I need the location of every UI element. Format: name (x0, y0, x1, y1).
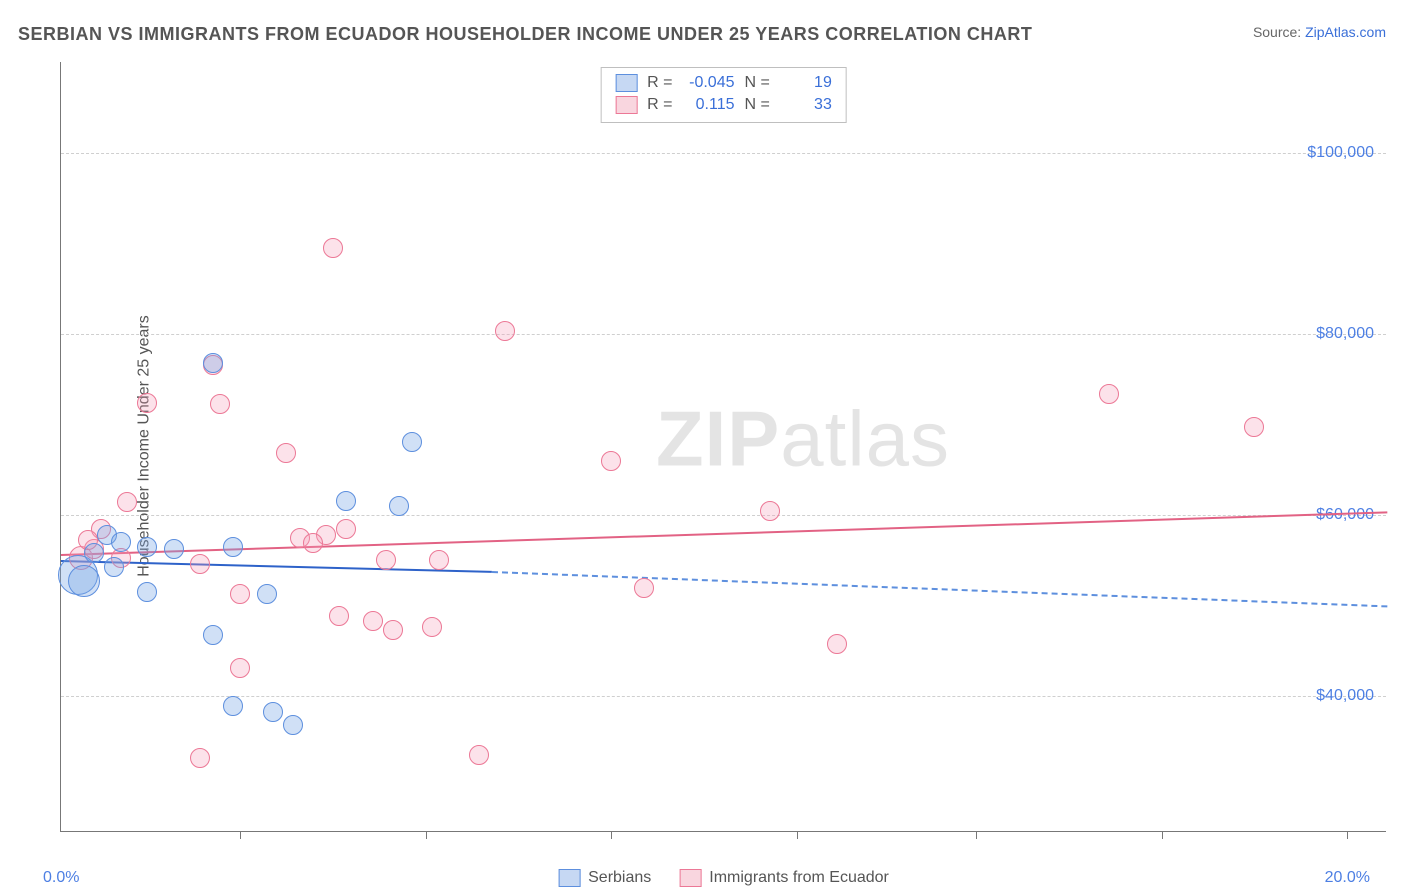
stat-r-label: R = (647, 72, 672, 94)
data-point (422, 617, 442, 637)
data-point (117, 492, 137, 512)
data-point (283, 715, 303, 735)
data-point (276, 443, 296, 463)
data-point (164, 539, 184, 559)
data-point (203, 353, 223, 373)
x-tick (797, 831, 798, 839)
x-tick (1347, 831, 1348, 839)
data-point (203, 625, 223, 645)
x-tick (1162, 831, 1163, 839)
data-point (104, 557, 124, 577)
swatch-blue-icon (615, 74, 637, 92)
data-point (190, 554, 210, 574)
stats-row-blue: R = -0.045 N = 19 (615, 72, 832, 94)
data-point (137, 393, 157, 413)
data-point (223, 696, 243, 716)
data-point (383, 620, 403, 640)
stat-r-value: 0.115 (683, 94, 735, 116)
data-point (336, 519, 356, 539)
data-point (402, 432, 422, 452)
legend-label-blue: Serbians (588, 869, 651, 887)
y-tick-label: $100,000 (1307, 144, 1374, 162)
data-point (634, 578, 654, 598)
watermark: ZIPatlas (656, 393, 950, 484)
data-point (1099, 384, 1119, 404)
series-legend: Serbians Immigrants from Ecuador (558, 869, 889, 887)
data-point (1244, 417, 1264, 437)
data-point (84, 543, 104, 563)
data-point (303, 533, 323, 553)
swatch-pink-icon (615, 96, 637, 114)
data-point (389, 496, 409, 516)
watermark-bold: ZIP (656, 394, 780, 482)
data-point (137, 582, 157, 602)
plot-area: ZIPatlas R = -0.045 N = 19 R = 0.115 N =… (60, 62, 1386, 832)
data-point (760, 501, 780, 521)
data-point (223, 537, 243, 557)
data-point (323, 238, 343, 258)
stat-n-label: N = (745, 94, 770, 116)
y-tick-label: $40,000 (1316, 687, 1374, 705)
stat-n-value: 19 (780, 72, 832, 94)
data-point (495, 321, 515, 341)
stat-r-value: -0.045 (683, 72, 735, 94)
data-point (469, 745, 489, 765)
source-label: Source: (1253, 24, 1305, 40)
legend-item-pink: Immigrants from Ecuador (679, 869, 889, 887)
source-link[interactable]: ZipAtlas.com (1305, 24, 1386, 40)
swatch-pink-icon (679, 869, 701, 887)
source-attribution: Source: ZipAtlas.com (1253, 24, 1386, 40)
trend-line (61, 511, 1387, 556)
data-point (827, 634, 847, 654)
swatch-blue-icon (558, 869, 580, 887)
data-point (336, 491, 356, 511)
data-point (329, 606, 349, 626)
stats-row-pink: R = 0.115 N = 33 (615, 94, 832, 116)
gridline (61, 334, 1386, 335)
x-tick-max: 20.0% (1325, 869, 1370, 887)
x-tick-min: 0.0% (43, 869, 79, 887)
x-tick (611, 831, 612, 839)
y-tick-label: $80,000 (1316, 325, 1374, 343)
data-point (230, 658, 250, 678)
trend-line (492, 571, 1387, 607)
data-point (111, 532, 131, 552)
legend-item-blue: Serbians (558, 869, 651, 887)
stat-n-label: N = (745, 72, 770, 94)
stat-r-label: R = (647, 94, 672, 116)
stats-legend: R = -0.045 N = 19 R = 0.115 N = 33 (600, 67, 847, 123)
gridline (61, 696, 1386, 697)
x-tick (426, 831, 427, 839)
data-point (257, 584, 277, 604)
data-point (376, 550, 396, 570)
data-point (210, 394, 230, 414)
data-point (68, 565, 100, 597)
legend-label-pink: Immigrants from Ecuador (709, 869, 889, 887)
stat-n-value: 33 (780, 94, 832, 116)
x-tick (240, 831, 241, 839)
watermark-rest: atlas (780, 394, 950, 482)
data-point (230, 584, 250, 604)
data-point (363, 611, 383, 631)
data-point (429, 550, 449, 570)
data-point (190, 748, 210, 768)
data-point (263, 702, 283, 722)
data-point (137, 537, 157, 557)
gridline (61, 515, 1386, 516)
gridline (61, 153, 1386, 154)
chart-title: SERBIAN VS IMMIGRANTS FROM ECUADOR HOUSE… (18, 24, 1032, 45)
data-point (601, 451, 621, 471)
x-tick (976, 831, 977, 839)
